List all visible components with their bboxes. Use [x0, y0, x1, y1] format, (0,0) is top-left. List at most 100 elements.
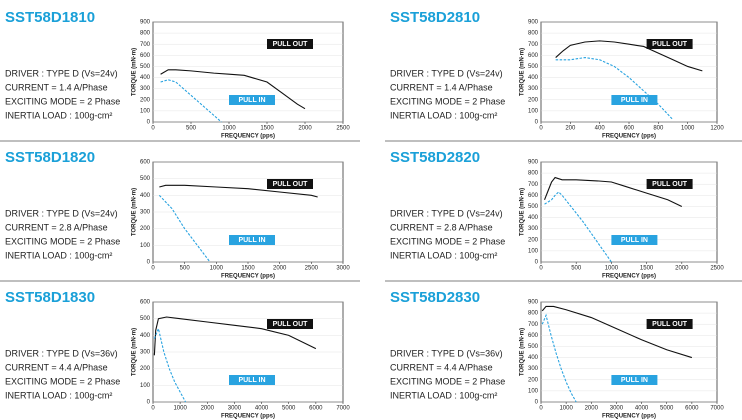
y-tick-label: 200 [140, 366, 151, 372]
x-tick-label: 2000 [201, 406, 215, 412]
y-tick-label: 100 [528, 248, 539, 254]
x-tick-label: 500 [180, 266, 191, 272]
series-line [544, 176, 683, 207]
y-tick-label: 700 [528, 322, 539, 328]
legend-label: PULL OUT [273, 321, 309, 328]
y-tick-label: 100 [140, 243, 151, 249]
spec-line: INERTIA LOAD : 100g-cm² [5, 250, 112, 260]
legend-box [646, 179, 693, 189]
legend-box [229, 95, 275, 105]
y-tick-label: 400 [528, 215, 539, 221]
x-tick-label: 6000 [309, 406, 323, 412]
spec-line: EXCITING MODE = 2 Phase [5, 96, 120, 106]
plot-frame [540, 301, 718, 403]
y-tick-label: 900 [528, 20, 539, 26]
y-tick-label: 300 [528, 86, 539, 92]
spec-line: CURRENT = 2.8 A/Phase [5, 222, 108, 232]
legend-box [267, 179, 313, 189]
x-tick-label: 1000 [210, 266, 224, 272]
panel-title: SST58D1830 [5, 289, 95, 306]
spec-line: INERTIA LOAD : 100g-cm² [5, 110, 112, 120]
spec-line: EXCITING MODE = 2 Phase [5, 376, 120, 386]
legend-label: PULL OUT [652, 41, 688, 48]
legend-box [611, 95, 658, 105]
y-tick-label: 500 [140, 64, 151, 70]
legend-label: PULL IN [238, 97, 265, 104]
x-tick-label: 2500 [336, 126, 350, 132]
y-tick-label: 500 [528, 344, 539, 350]
y-tick-label: 900 [528, 300, 539, 306]
y-tick-label: 400 [528, 355, 539, 361]
legend-label: PULL IN [621, 97, 648, 104]
series-line [153, 326, 187, 403]
y-axis-label: TORQUE (mN·m) [520, 48, 526, 96]
series-line [544, 191, 612, 263]
spec-line: CURRENT = 4.4 A/Phase [5, 362, 108, 372]
spec-line: CURRENT = 1.4 A/Phase [5, 82, 108, 92]
y-tick-label: 100 [140, 383, 151, 389]
spec-line: DRIVER : TYPE D (Vs=24v) [390, 208, 503, 218]
x-tick-label: 6000 [685, 406, 699, 412]
y-tick-label: 900 [528, 160, 539, 166]
x-tick-label: 2000 [298, 126, 312, 132]
x-tick-label: 0 [539, 126, 543, 132]
y-tick-label: 200 [140, 226, 151, 232]
x-axis-label: FREQUENCY (pps) [602, 134, 656, 140]
x-tick-label: 500 [571, 266, 582, 272]
spec-line: INERTIA LOAD : 100g-cm² [5, 390, 112, 400]
legend-box [611, 235, 658, 245]
x-tick-label: 3000 [610, 406, 624, 412]
series-line [159, 184, 318, 198]
legend-label: PULL OUT [652, 181, 688, 188]
series-line [158, 194, 211, 263]
y-tick-label: 600 [528, 53, 539, 59]
y-tick-label: 100 [140, 108, 151, 114]
panel-title: SST58D2810 [390, 9, 480, 26]
x-tick-label: 1000 [605, 266, 619, 272]
x-tick-label: 2500 [710, 266, 724, 272]
x-tick-label: 1000 [559, 406, 573, 412]
panel-title: SST58D1820 [5, 149, 95, 166]
y-tick-label: 600 [528, 333, 539, 339]
legend-label: PULL IN [238, 377, 265, 384]
y-tick-label: 700 [528, 182, 539, 188]
y-tick-label: 900 [140, 20, 151, 26]
y-tick-label: 200 [528, 377, 539, 383]
y-tick-label: 700 [528, 42, 539, 48]
x-tick-label: 800 [653, 126, 664, 132]
y-tick-label: 700 [140, 42, 151, 48]
plot-frame [152, 21, 344, 123]
x-tick-label: 2500 [305, 266, 319, 272]
legend-box [611, 375, 658, 385]
x-tick-label: 0 [151, 126, 155, 132]
y-tick-label: 300 [140, 350, 151, 356]
y-tick-label: 800 [528, 171, 539, 177]
y-tick-label: 800 [140, 31, 151, 37]
y-tick-label: 600 [140, 53, 151, 59]
plot-frame [540, 21, 718, 123]
x-tick-label: 500 [186, 126, 197, 132]
y-tick-label: 500 [140, 176, 151, 182]
y-tick-label: 100 [528, 108, 539, 114]
x-tick-label: 5000 [282, 406, 296, 412]
x-tick-label: 2000 [585, 406, 599, 412]
x-tick-label: 1000 [681, 126, 695, 132]
legend-box [646, 319, 693, 329]
x-tick-label: 0 [151, 266, 155, 272]
x-tick-label: 7000 [336, 406, 350, 412]
y-tick-label: 400 [140, 333, 151, 339]
y-tick-label: 800 [528, 311, 539, 317]
y-tick-label: 500 [528, 64, 539, 70]
x-axis-label: FREQUENCY (pps) [221, 134, 275, 140]
legend-label: PULL OUT [652, 321, 688, 328]
x-axis-label: FREQUENCY (pps) [602, 274, 656, 280]
panel-title: SST58D1810 [5, 9, 95, 26]
y-tick-label: 800 [528, 31, 539, 37]
series-line [160, 69, 306, 110]
spec-line: EXCITING MODE = 2 Phase [390, 376, 505, 386]
y-tick-label: 0 [147, 120, 151, 126]
y-tick-label: 500 [528, 204, 539, 210]
y-tick-label: 0 [147, 400, 151, 406]
x-tick-label: 3000 [336, 266, 350, 272]
